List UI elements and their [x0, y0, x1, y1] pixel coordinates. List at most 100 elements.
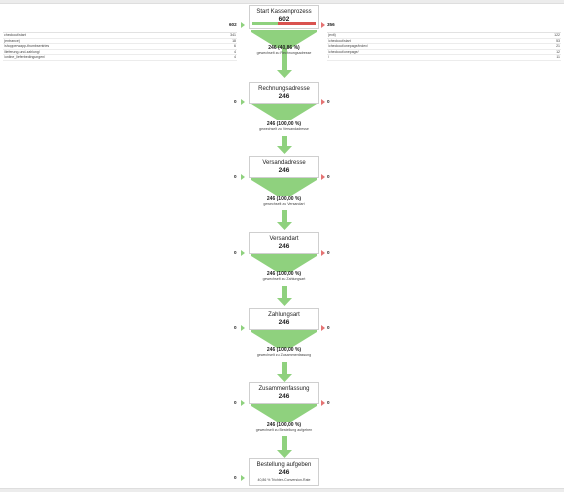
stage-count: 246 — [278, 243, 290, 250]
table-row[interactable]: (exit) 122 — [327, 33, 561, 39]
row-value: 4 — [234, 49, 236, 54]
row-label: (exit) — [328, 33, 336, 37]
exit-count[interactable]: 0 — [327, 400, 330, 405]
table-row[interactable]: /checkout/start 53 — [327, 39, 561, 45]
bottom-bar — [0, 488, 564, 492]
conversion-sub: gewechselt zu Versandadresse — [259, 127, 309, 131]
table-row[interactable]: /shopperwapp-thumbsentries 6 — [3, 44, 237, 50]
exit-arrow-icon — [321, 174, 325, 180]
conversion-sub: gewechselt zu Versandart — [263, 202, 305, 206]
table-row[interactable]: /checkout/onepage/index/21 — [327, 44, 561, 50]
conversion-label: 246 (100,00 %) gewechselt zu Versandart — [234, 196, 334, 207]
conversion-label: 246 (100,00 %) gewechselt zu Versandadre… — [234, 121, 334, 132]
row-value: 12 — [556, 49, 560, 54]
stage-name: Versandadresse — [262, 160, 306, 166]
row-value: 4 — [234, 55, 236, 60]
stage-name: Zahlungsart — [268, 312, 300, 318]
conversion-sub: gewechselt zu Zusammenfassung — [256, 353, 312, 357]
conversion-label: 246 (100,00 %) gewechselt zu Zusammenfas… — [234, 347, 334, 358]
conversion-label: 246 (40,86 %) gewechselt zu Rechnungsadr… — [234, 45, 334, 56]
table-row[interactable]: /checkout/onepage/12 — [327, 50, 561, 56]
stage-start-kassenprozess[interactable]: Start Kassenprozess 602 — [249, 5, 319, 29]
conversion-pct: 246 (100,00 %) — [266, 121, 302, 127]
row-value: 122 — [554, 33, 560, 37]
row-value: 6 — [234, 44, 236, 49]
table-row[interactable]: /lieferung-und-zahlung/4 — [3, 50, 237, 56]
entrance-arrow-icon — [241, 400, 245, 406]
exit-count[interactable]: 356 — [327, 22, 335, 27]
stage-count: 602 — [278, 16, 290, 23]
entrance-arrow-icon — [241, 325, 245, 331]
exit-arrow-icon — [321, 325, 325, 331]
conversion-sub: gewechselt zu Rechnungsadresse — [256, 51, 312, 55]
conversion-label: 246 (100,00 %) gewechselt zu Bestellung … — [234, 422, 334, 433]
conversion-label: 246 (100,00 %) gewechselt zu Zahlungsart — [234, 271, 334, 282]
row-label: checkout/start — [4, 33, 26, 37]
entrance-arrow-icon — [241, 250, 245, 256]
entrance-count[interactable]: 0 — [234, 250, 237, 255]
funnel-conversion-rate: 40,86 % Trichter-Conversion-Rate — [257, 478, 311, 482]
stage-versandart[interactable]: Versandart 246 — [249, 232, 319, 254]
stage-name: Rechnungsadresse — [258, 86, 310, 92]
stage-zusammenfassung[interactable]: Zusammenfassung 246 — [249, 382, 319, 404]
table-row[interactable]: / 11 — [327, 55, 561, 61]
exit-count[interactable]: 0 — [327, 174, 330, 179]
entrance-count[interactable]: 0 — [234, 325, 237, 330]
entrance-count[interactable]: 0 — [234, 475, 237, 480]
stage-count: 246 — [278, 319, 290, 326]
row-label: /checkout/onepage/ — [328, 49, 359, 54]
entrance-count[interactable]: 602 — [229, 22, 237, 27]
start-bar-fill — [252, 22, 279, 25]
top-bar — [0, 0, 564, 4]
row-label: /checkout/onepage/index/ — [328, 44, 368, 49]
row-label: /shopperwapp-thumbsentries — [4, 44, 50, 49]
exit-count[interactable]: 0 — [327, 250, 330, 255]
exit-count[interactable]: 0 — [327, 325, 330, 330]
stage-zahlungsart[interactable]: Zahlungsart 246 — [249, 308, 319, 330]
stage-name: Bestellung aufgeben — [256, 462, 312, 468]
stage-count: 246 — [278, 93, 290, 100]
conversion-pct: 246 (100,00 %) — [266, 196, 302, 202]
entrance-sources-table: checkout/start 341 (entrance) 18 /shopperw… — [3, 32, 237, 61]
row-label: /lieferung-und-zahlung/ — [4, 49, 40, 54]
entrance-count[interactable]: 0 — [234, 99, 237, 104]
conversion-pct: 246 (40,86 %) — [268, 45, 300, 51]
entrance-arrow-icon — [241, 475, 245, 481]
conversion-pct: 246 (100,00 %) — [266, 271, 302, 277]
stage-count: 246 — [278, 167, 290, 174]
row-value: 341 — [230, 33, 236, 37]
entrance-arrow-icon — [241, 22, 245, 28]
row-value: 53 — [556, 38, 560, 43]
entrance-count[interactable]: 0 — [234, 174, 237, 179]
stage-rechnungsadresse[interactable]: Rechnungsadresse 246 — [249, 82, 319, 104]
entrance-arrow-icon — [241, 174, 245, 180]
row-label: /online_lieferbedingungen/ — [4, 55, 46, 60]
row-label: /checkout/start — [328, 38, 351, 43]
exit-arrow-icon — [321, 400, 325, 406]
start-exit-bar — [252, 22, 316, 25]
row-value: 21 — [556, 44, 560, 49]
stage-name: Versandart — [269, 236, 299, 242]
table-row[interactable]: checkout/start 341 — [3, 33, 237, 39]
stage-count: 246 — [278, 469, 290, 476]
table-row[interactable]: /online_lieferbedingungen/4 — [3, 55, 237, 61]
exit-arrow-icon — [321, 250, 325, 256]
exit-arrow-icon — [321, 22, 325, 28]
exit-count[interactable]: 0 — [327, 99, 330, 104]
entrance-arrow-icon — [241, 99, 245, 105]
table-row[interactable]: (entrance) 18 — [3, 39, 237, 45]
conversion-pct: 246 (100,00 %) — [266, 347, 302, 353]
row-value: 11 — [556, 55, 560, 60]
exit-arrow-icon — [321, 99, 325, 105]
stage-versandadresse[interactable]: Versandadresse 246 — [249, 156, 319, 178]
entrance-count[interactable]: 0 — [234, 400, 237, 405]
stage-bestellung-aufgeben[interactable]: Bestellung aufgeben 246 — [249, 458, 319, 486]
stage-count: 246 — [278, 393, 290, 400]
conversion-sub: gewechselt zu Zahlungsart — [262, 277, 306, 281]
stage-name: Zusammenfassung — [258, 386, 310, 392]
conversion-sub: gewechselt zu Bestellung aufgeben — [255, 428, 313, 432]
row-label: / — [328, 55, 329, 60]
exit-targets-table: (exit) 122 /checkout/start 53 /checkout/on… — [327, 32, 561, 61]
row-label: (entrance) — [4, 38, 20, 43]
